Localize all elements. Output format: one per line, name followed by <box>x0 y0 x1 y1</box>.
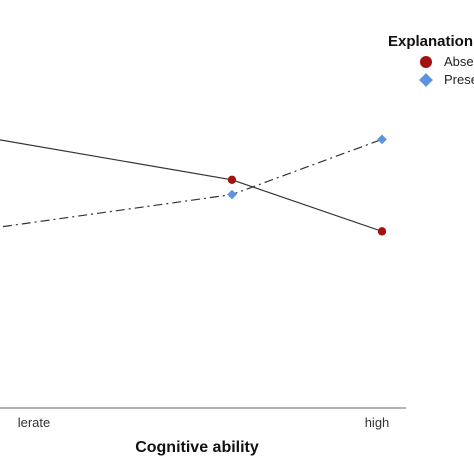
legend-title: Explanation <box>388 33 473 50</box>
x-tick-label-high: high <box>365 415 390 430</box>
series-layer <box>0 138 383 232</box>
marker-layer <box>227 134 387 236</box>
legend-markers <box>419 56 433 87</box>
legend-marker-0 <box>420 56 432 68</box>
x-tick-label-moderate: lerate <box>18 415 51 430</box>
legend-marker-1 <box>419 73 433 87</box>
legend-label-present: Prese <box>444 72 474 87</box>
legend-label-absent: Abse <box>444 54 474 69</box>
series-line-0 <box>0 139 383 232</box>
series-1-point-high <box>377 134 387 145</box>
series-0-point-high <box>377 227 387 236</box>
x-axis-title: Cognitive ability <box>135 439 259 456</box>
series-0-point-moderate <box>227 175 237 185</box>
series-line-1 <box>0 138 383 228</box>
series-1-point-moderate <box>227 189 237 200</box>
legend: Explanation Abse Prese <box>388 33 474 87</box>
